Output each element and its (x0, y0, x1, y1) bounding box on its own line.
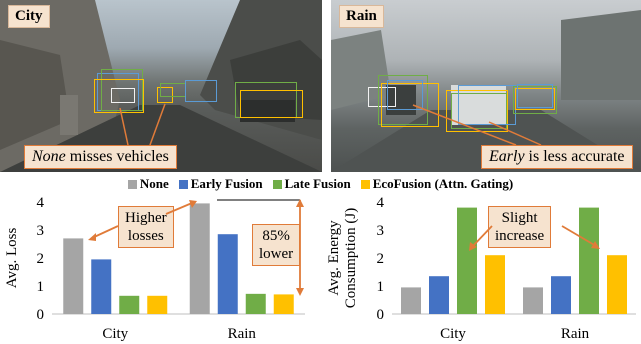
bubble-line: Slight (501, 210, 538, 226)
bbox-early (387, 80, 423, 110)
bbox-late (378, 75, 428, 125)
bbox-late (160, 83, 186, 97)
y-tick-label: 4 (377, 195, 385, 211)
legend-label: None (139, 176, 169, 191)
city-scene-image: City None misses vehicles (0, 0, 322, 172)
y-tick-label: 2 (377, 251, 385, 267)
bar-early-fusion-rain (551, 276, 571, 314)
y-tick-label: 0 (37, 307, 45, 323)
rain-scene-image: Rain Early is less accurate (331, 0, 641, 172)
bar-early-fusion-city (429, 276, 449, 314)
legend-label: Early Fusion (190, 176, 263, 191)
legend-item: EcoFusion (Attn. Gating) (360, 176, 514, 192)
y-axis-label: Avg. Loss (4, 228, 20, 289)
bbox-eco (157, 87, 173, 103)
bbox-eco (240, 90, 303, 118)
legend-swatch (360, 179, 370, 189)
bbox-none (368, 87, 396, 107)
legend-swatch (178, 179, 188, 189)
x-tick-label: City (102, 326, 128, 342)
bbox-early (517, 84, 553, 108)
bar-early-fusion-rain (217, 234, 238, 314)
y-tick-label: 0 (377, 307, 385, 323)
callout-text: is less accurate (524, 148, 625, 165)
y-tick-label: 3 (37, 223, 45, 239)
bar-late-fusion-city (119, 295, 140, 314)
bbox-early (458, 85, 516, 125)
callout-emphasis: Early (489, 148, 525, 165)
y-tick-label: 3 (377, 223, 385, 239)
legend-label: Late Fusion (284, 176, 351, 191)
bubble-line: losses (127, 228, 164, 244)
chart-legend: None Early Fusion Late Fusion EcoFusion (At… (0, 174, 641, 194)
legend-swatch (272, 179, 282, 189)
y-tick-label: 4 (37, 195, 45, 211)
city-callout: None misses vehicles (24, 145, 177, 169)
bar-late-fusion-rain (245, 293, 266, 314)
bar-none-city (401, 287, 421, 314)
x-tick-label: City (440, 326, 466, 342)
y-tick-label: 2 (37, 251, 45, 267)
x-tick-label: Rain (228, 326, 257, 342)
legend-item: Early Fusion (178, 176, 263, 192)
city-street-drawing (0, 0, 322, 172)
x-tick-label: Rain (561, 326, 590, 342)
y-axis-label-line: Consumption (J) (343, 208, 359, 308)
lower-bubble: 85% lower (252, 224, 301, 266)
bar-early-fusion-city (91, 259, 112, 314)
bbox-early (185, 80, 217, 102)
legend-item: Late Fusion (272, 176, 351, 192)
bbox-eco (515, 88, 555, 110)
legend-label: EcoFusion (Attn. Gating) (372, 176, 514, 191)
rain-scene-label: Rain (339, 5, 384, 28)
bar-ecofusion-attn-gating-rain (607, 255, 627, 314)
energy-chart: 0 1 2 3 4 Avg. EnergyConsumption (J) City Rain (326, 195, 636, 342)
y-axis-label: Avg. EnergyConsumption (J) (326, 208, 359, 308)
bubble-line: lower (259, 246, 294, 262)
bar-ecofusion-attn-gating-city (485, 255, 505, 314)
bbox-eco (94, 79, 144, 113)
y-tick-label: 1 (377, 279, 385, 295)
bar-none-rain (523, 287, 543, 314)
bar-late-fusion-rain (579, 207, 599, 314)
y-axis-label-line: Avg. Energy (326, 220, 342, 296)
bar-ecofusion-attn-gating-city (147, 295, 168, 314)
callout-emphasis: None (32, 148, 66, 165)
bbox-late (513, 86, 557, 114)
bar-none-city (63, 238, 84, 314)
y-axis-label-line: Avg. Loss (4, 228, 20, 289)
callout-text: misses vehicles (65, 148, 169, 165)
slight-increase-bubble: Slight increase (488, 206, 552, 248)
bubble-line: increase (495, 228, 545, 244)
rain-callout: Early is less accurate (481, 145, 633, 169)
bar-none-rain (189, 203, 210, 314)
bar-late-fusion-city (457, 207, 477, 314)
legend-item: None (127, 176, 169, 192)
bar-ecofusion-attn-gating-rain (273, 294, 294, 314)
y-tick-label: 1 (37, 279, 45, 295)
bbox-none (111, 88, 135, 103)
bubble-line: Higher (125, 210, 167, 226)
loss-chart: 0 1 2 3 4 Avg. Loss City Rain (4, 195, 305, 342)
city-scene-label: City (8, 5, 50, 28)
higher-losses-bubble: Higher losses (118, 206, 174, 248)
bubble-line: 85% (262, 228, 290, 244)
legend-swatch (127, 179, 137, 189)
